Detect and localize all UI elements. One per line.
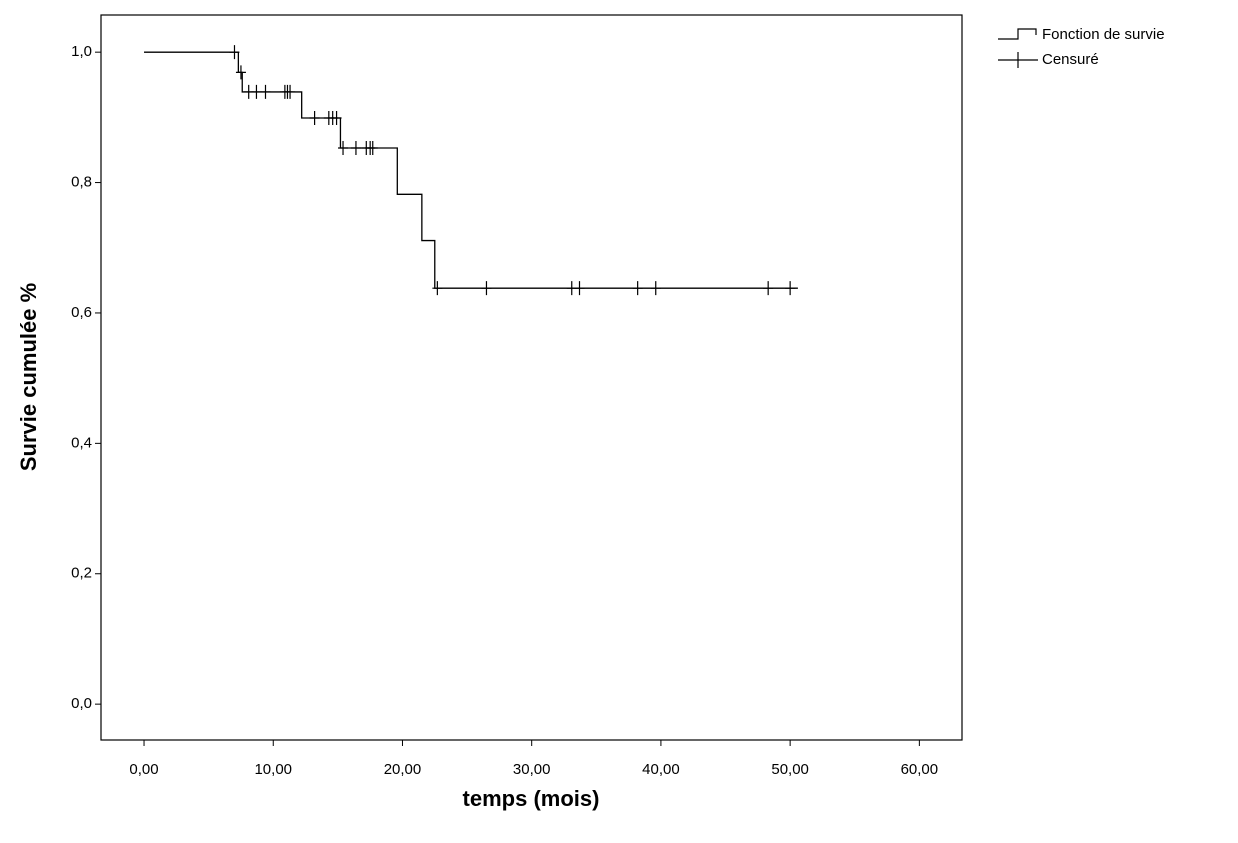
censored-mark [650,281,661,296]
censored-mark [251,84,262,99]
y-tick-label: 1,0 [71,43,92,60]
censored-mark [229,45,240,60]
x-axis-title: temps (mois) [463,786,600,811]
y-tick-label: 0,8 [71,174,92,191]
censored-mark [285,84,296,99]
y-tick-label: 0,0 [71,695,92,712]
censored-mark [235,65,246,80]
censored-mark [432,281,443,296]
censored-mark [632,281,643,296]
y-tick-label: 0,2 [71,565,92,582]
censored-mark [367,141,378,156]
x-tick-label: 60,00 [901,761,939,778]
y-tick-label: 0,6 [71,304,92,321]
x-tick-label: 30,00 [513,761,551,778]
censored-mark [260,84,271,99]
plot-frame [100,14,963,741]
censored-mark [331,111,342,126]
y-axis-title: Survie cumulée % [16,283,41,471]
censored-mark [350,141,361,156]
censored-mark [338,141,349,156]
censored-mark [785,281,796,296]
x-tick-label: 0,00 [129,761,158,778]
censored-mark [481,281,492,296]
legend-symbol [998,28,1037,40]
x-tick-label: 20,00 [384,761,422,778]
censored-mark [574,281,585,296]
censored-mark [763,281,774,296]
y-tick-label: 0,4 [71,434,92,451]
legend-symbol [998,52,1038,68]
x-tick-label: 10,00 [254,761,292,778]
legend-label: Fonction de survie [1042,26,1165,43]
x-tick-label: 40,00 [642,761,680,778]
survival-line [144,51,798,289]
legend-label: Censuré [1042,51,1099,68]
censored-mark [309,111,320,126]
x-tick-label: 50,00 [771,761,809,778]
